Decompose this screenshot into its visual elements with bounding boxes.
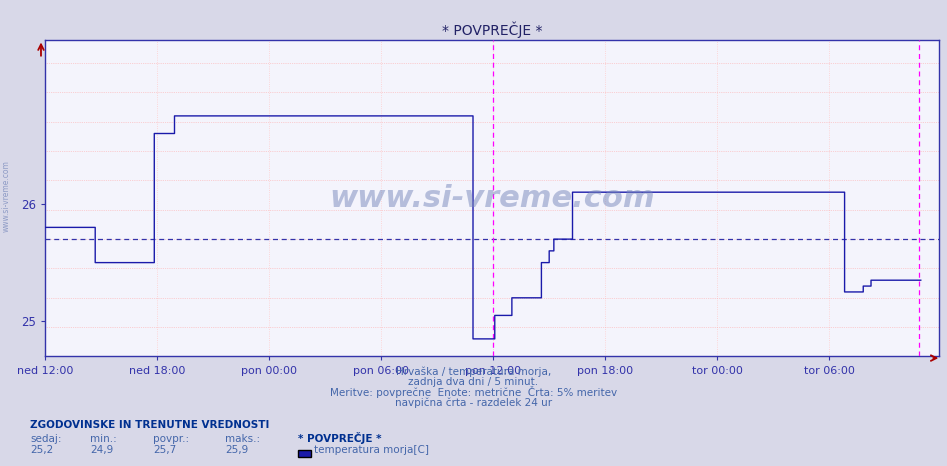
Text: temperatura morja[C]: temperatura morja[C] bbox=[314, 445, 429, 455]
Text: maks.:: maks.: bbox=[225, 434, 260, 444]
Text: 25,9: 25,9 bbox=[225, 445, 249, 455]
Text: Hrvaška / temperatura morja,: Hrvaška / temperatura morja, bbox=[396, 367, 551, 377]
Text: 25,7: 25,7 bbox=[153, 445, 177, 455]
Text: min.:: min.: bbox=[90, 434, 116, 444]
Text: 25,2: 25,2 bbox=[30, 445, 54, 455]
Text: povpr.:: povpr.: bbox=[153, 434, 189, 444]
Text: 24,9: 24,9 bbox=[90, 445, 114, 455]
Text: sedaj:: sedaj: bbox=[30, 434, 62, 444]
Text: Meritve: povprečne  Enote: metrične  Črta: 5% meritev: Meritve: povprečne Enote: metrične Črta:… bbox=[330, 386, 617, 397]
Text: www.si-vreme.com: www.si-vreme.com bbox=[330, 184, 655, 212]
Title: * POVPREČJE *: * POVPREČJE * bbox=[442, 22, 543, 38]
Text: zadnja dva dni / 5 minut.: zadnja dva dni / 5 minut. bbox=[408, 377, 539, 387]
Text: * POVPREČJE *: * POVPREČJE * bbox=[298, 432, 382, 444]
Text: www.si-vreme.com: www.si-vreme.com bbox=[2, 160, 11, 232]
Text: ZGODOVINSKE IN TRENUTNE VREDNOSTI: ZGODOVINSKE IN TRENUTNE VREDNOSTI bbox=[30, 420, 270, 430]
Text: navpična črta - razdelek 24 ur: navpična črta - razdelek 24 ur bbox=[395, 397, 552, 408]
